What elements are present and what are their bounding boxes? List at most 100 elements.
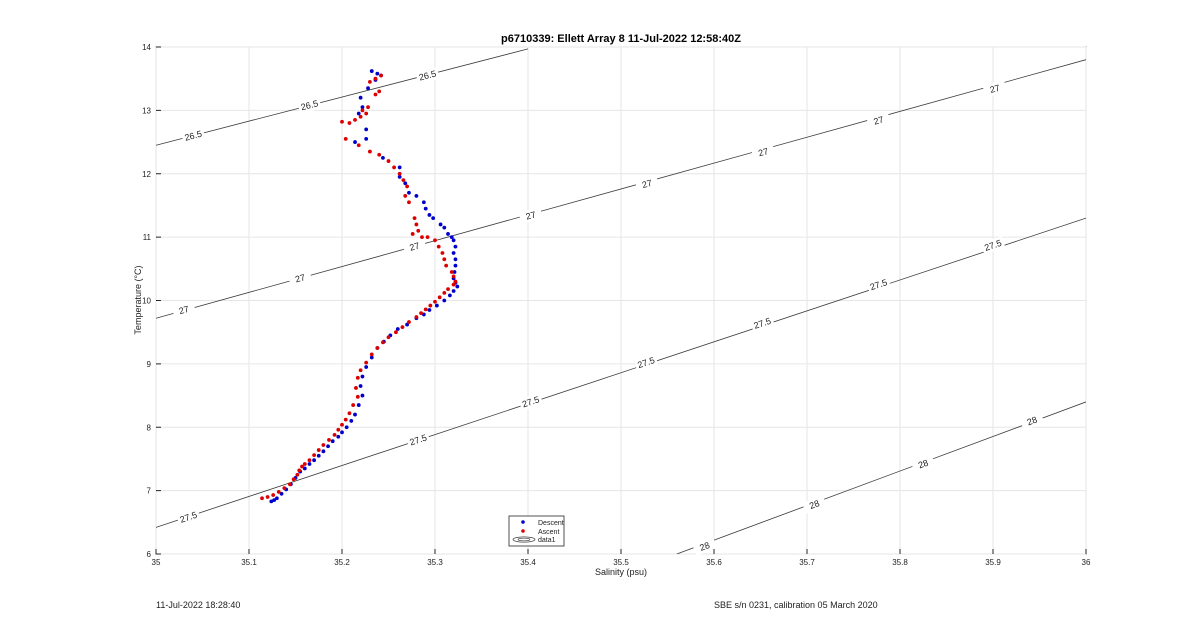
density-contour-label: 27 [641,178,653,190]
data-point-ascent [368,79,372,84]
data-point-descent [423,206,428,211]
legend: Descent Ascent data1 [508,515,565,547]
legend-label-descent: Descent [538,520,564,527]
contour-label-bg [750,314,775,333]
contour-label-bg [866,275,891,294]
data-point-ascent [353,117,357,122]
data-point-ascent [437,295,442,300]
contour-label-bg [634,175,660,193]
data-point-descent [414,194,419,198]
data-point-descent [451,289,456,293]
data-point-ascent [368,149,372,154]
data-point-ascent [321,443,326,447]
data-point-descent [344,425,349,430]
data-point-ascent [288,482,292,487]
y-tick-label: 6 [147,550,152,559]
data-point-descent [455,284,460,289]
data-point-ascent [358,114,363,119]
data-point-ascent [397,171,402,176]
data-point-ascent [401,178,406,182]
density-contours [156,48,1086,554]
data-point-descent [453,257,458,262]
x-axis-label: Salinity (psu) [595,567,647,577]
contour-label-bg [518,206,543,225]
data-point-ascent [347,121,352,125]
data-point-ascent [355,394,360,399]
data-point-descent [427,308,432,312]
data-point-descent [453,244,458,249]
contour-label-bg [181,127,206,145]
data-point-ascent [453,279,458,284]
data-point-ascent [356,143,361,148]
data-point-ascent [433,238,437,243]
data-point-descent [449,235,454,240]
contour-label-bg [518,392,544,412]
data-point-ascent [347,411,352,416]
data-point-descent [364,365,369,369]
data-point-descent [312,458,316,463]
contour-label-bg [751,143,776,161]
data-point-ascent [351,403,356,407]
data-point-ascent [340,119,344,124]
contour-label-bg [633,353,659,372]
y-tick-label: 12 [142,170,151,179]
data-point-descent [375,71,380,76]
data-point-descent [446,232,450,236]
y-axis-label: Temperature (°C) [133,265,143,334]
y-tick-label: 14 [142,43,151,52]
data-point-ascent [291,477,296,482]
contour-label-bg [405,430,431,450]
data-point-descent [364,136,369,141]
x-tick-label: 35.3 [427,558,443,567]
data-point-descent [302,466,307,471]
data-point-descent [360,393,365,398]
data-point-ascent [425,235,430,240]
data-point-ascent [405,184,409,189]
contour-label-bg [980,236,1006,255]
y-tick-label: 7 [147,487,152,496]
footer-calibration: SBE s/n 0231, calibration 05 March 2020 [714,600,878,610]
data-point-descent [366,86,370,91]
data-point-descent [442,225,447,230]
data-point-ascent [414,315,419,319]
data-point-ascent [265,495,270,499]
data-point-ascent [379,73,383,78]
density-contour-label: 28 [917,458,930,471]
y-tick-label: 10 [142,297,151,306]
contour-label-bg [982,80,1008,98]
data-point-descent [353,140,357,144]
data-point-ascent [354,386,358,390]
contour-label-bg [802,495,827,515]
data-point-ascent [276,489,281,494]
data-point-ascent [428,303,433,308]
density-contour-label: 27 [525,209,537,221]
y-tick-label: 8 [147,423,152,432]
data-point-descent [360,105,365,110]
density-contour-label: 26.5 [300,98,319,112]
data-point-ascent [436,244,441,249]
density-contour-line [156,48,529,146]
data-point-ascent [332,432,337,437]
x-tick-label: 35 [152,558,161,567]
y-tick-label: 11 [143,233,152,242]
data-point-descent [421,200,426,205]
data-point-ascent [403,194,408,198]
data-point-ascent [364,111,369,116]
data-point-ascent [343,417,348,422]
density-contour-labels: 26.526.526.5272727272727272727.527.527.5… [171,66,1045,556]
data-point-descent [403,181,408,186]
density-contour-label: 27 [872,114,884,126]
data-point-ascent [375,346,380,350]
data-point-descent [447,293,452,298]
data-point-descent [279,491,284,496]
data-point-ascent [377,152,382,157]
data-point-ascent [451,282,456,287]
data-point-ascent [410,232,415,236]
data-point-descent [452,270,457,274]
density-contour-line [156,59,1086,319]
data-point-ascent [433,299,437,304]
data-point-ascent [386,335,391,340]
legend-box [508,515,565,547]
data-point-ascent [394,330,398,335]
